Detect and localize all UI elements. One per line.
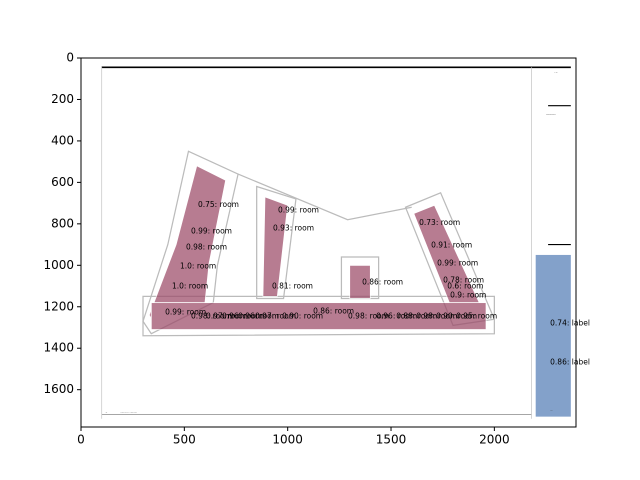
detection-label: 1.0: room	[180, 261, 216, 270]
y-tick-label: 800	[51, 216, 74, 230]
detection-label: 0.99: room	[437, 258, 478, 267]
x-tick-label: 2000	[479, 433, 510, 447]
detection-label: 0.88: room	[396, 312, 437, 321]
detection-label: 0.96: room	[376, 312, 417, 321]
x-tick-label: 500	[173, 433, 196, 447]
detection-label: 0.91: room	[431, 240, 472, 249]
y-tick-label: 1000	[43, 258, 74, 272]
y-tick-label: 200	[51, 92, 74, 106]
detection-label: 0.96: room	[222, 312, 263, 321]
detection-label: 0.98: room	[348, 312, 389, 321]
detection-label: 0.99: room	[165, 308, 206, 317]
detection-label: 0.74: label	[550, 319, 590, 328]
detection-label: 0.95: room	[456, 312, 497, 321]
sheet	[101, 66, 571, 423]
detection-label: 0.93: room	[273, 223, 314, 232]
x-tick-label: 1500	[376, 433, 407, 447]
detection-label: 0.98: room	[191, 312, 232, 321]
detection-label: 0.86: label	[550, 358, 590, 367]
detection-label: 0.96: room	[238, 312, 279, 321]
y-tick-label: 1400	[43, 341, 74, 355]
detection-label: 0.86: room	[313, 307, 354, 316]
detection-label: 0.98: room	[186, 242, 227, 251]
detection-label: 0.97: room	[206, 312, 247, 321]
image-text: 01	[106, 412, 108, 414]
axes-frame	[80, 57, 577, 428]
annotations: 0.75: room 0.99: room 0.93: room 0.73: room…	[165, 200, 590, 366]
y-tick-label: 1600	[43, 382, 74, 396]
image-text: L011	[550, 410, 553, 412]
floor-plan-image: MAZZA ParkerRodriguez LANDSCAPE PLAN - P…	[101, 66, 571, 423]
detection-label: 0.99: room	[191, 226, 232, 235]
x-tick-label: 0	[77, 433, 85, 447]
detection-label: 0.6: room	[447, 281, 483, 290]
detection-label: 1.0: room	[172, 281, 208, 290]
detection-label: 0.97: room	[255, 312, 296, 321]
y-tick-label: 400	[51, 133, 74, 147]
detection-label: 0.99: room	[278, 205, 319, 214]
rooms	[148, 165, 487, 330]
detection-label: 0.98: room	[416, 312, 457, 321]
axes: 0 500 1000 1500 2000 0 200 400 600 800 1000 1200 140…	[43, 51, 577, 447]
detection-label: 0.86: room	[362, 278, 403, 287]
detection-label: 0.75: room	[198, 200, 239, 209]
x-tick-label: 1000	[272, 433, 303, 447]
detection-label: 0.73: room	[419, 218, 460, 227]
y-tick-label: 0	[66, 51, 74, 65]
detection-label: 0.9: room	[450, 290, 486, 299]
detection-label: 0.90: room	[282, 312, 323, 321]
detection-label: 0.81: room	[272, 281, 313, 290]
y-tick-label: 600	[51, 175, 74, 189]
plan-outline	[142, 150, 496, 337]
detection-label: 0.78: room	[443, 275, 484, 284]
y-tick-label: 1200	[43, 299, 74, 313]
detection-label: 0.90: room	[436, 312, 477, 321]
title-block-panel	[535, 254, 571, 417]
